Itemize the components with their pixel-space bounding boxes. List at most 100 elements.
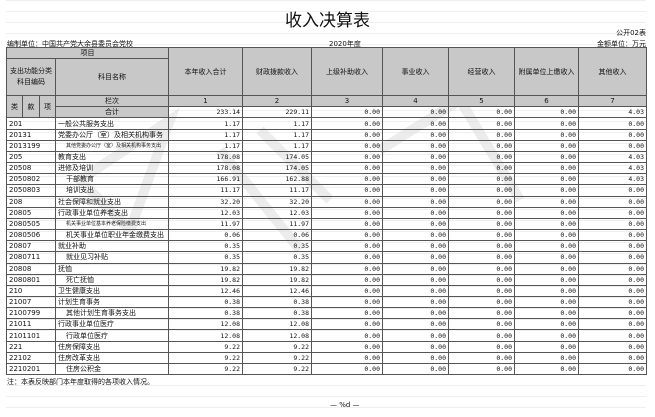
row-value-1: 32.20 [168, 195, 243, 208]
row-value-4: 0.00 [382, 273, 449, 286]
row-code: 22102 [6, 351, 56, 364]
row-value-2: 12.08 [242, 318, 312, 331]
row-value-6: 0.00 [514, 195, 579, 208]
column-number-2: 2 [242, 95, 312, 108]
total-value-3: 0.00 [311, 106, 383, 119]
row-value-5: 0.00 [448, 184, 515, 197]
row-name: 住房改革支出 [55, 351, 169, 364]
table-row: 205 教育支出 178.08 174.05 0.00 0.00 0.00 0.00 4.03 [6, 150, 647, 164]
row-value-1: 12.46 [168, 284, 243, 297]
row-name: 就业见习补贴 [55, 251, 169, 264]
column-number-1: 1 [168, 95, 243, 108]
table-row: 20131 党委办公厅（室）及相关机构事务 1.17 1.17 0.00 0.00 0.00… [6, 128, 647, 141]
row-value-2: 0.35 [242, 251, 312, 264]
header-col-4: 事业收入 [382, 46, 449, 97]
row-code: 21007 [6, 295, 56, 309]
row-value-6: 0.00 [514, 284, 579, 297]
row-code: 2080711 [6, 251, 56, 264]
row-value-7: 0.00 [578, 229, 647, 242]
row-value-6: 0.00 [514, 150, 579, 164]
row-value-6: 0.00 [514, 362, 579, 376]
column-number-5: 5 [448, 95, 515, 108]
row-name: 卫生健康支出 [55, 284, 169, 297]
header-kuan: 款 [22, 95, 40, 119]
row-value-2: 0.38 [242, 295, 312, 309]
row-value-7: 0.00 [578, 195, 647, 208]
row-value-4: 0.00 [382, 284, 449, 297]
row-value-5: 0.00 [448, 340, 515, 353]
table-row: 22102 住房改革支出 9.22 9.22 0.00 0.00 0.00 0.00 0.00 [6, 351, 647, 364]
row-value-4: 0.00 [382, 117, 449, 130]
row-name: 其他党委办公厅（室）及相关机构事务支出 [55, 139, 169, 152]
header-code-group: 支出功能分类科目编码 [6, 58, 56, 97]
header-lei: 类 [6, 95, 23, 119]
row-value-2: 9.22 [242, 351, 312, 364]
row-value-5: 0.00 [448, 217, 515, 231]
table-row: 2080506 机关事业单位职业年金缴费支出 0.06 0.06 0.00 0.00 0.0… [6, 229, 647, 242]
row-value-5: 0.00 [448, 329, 515, 342]
row-value-4: 0.00 [382, 362, 449, 376]
row-value-1: 11.17 [168, 184, 243, 197]
row-code: 201 [6, 117, 56, 130]
column-number-4: 4 [382, 95, 449, 108]
header-lanci: 栏次 [55, 95, 169, 108]
row-value-2: 1.17 [242, 128, 312, 141]
header-col-7: 其他收入 [578, 46, 647, 97]
row-code: 221 [6, 340, 56, 353]
row-name: 住房保障支出 [55, 340, 169, 353]
row-value-3: 0.00 [311, 206, 383, 219]
row-value-3: 0.00 [311, 117, 383, 130]
row-value-1: 1.17 [168, 139, 243, 152]
row-value-6: 0.00 [514, 318, 579, 331]
row-value-4: 0.00 [382, 318, 449, 331]
row-value-5: 0.00 [448, 173, 515, 186]
table-row: 20807 就业补助 0.35 0.35 0.00 0.00 0.00 0.00 0.00 [6, 240, 647, 253]
row-code: 21011 [6, 318, 56, 331]
table-row: 2013199 其他党委办公厅（室）及相关机构事务支出 1.17 1.17 0.00 0.… [6, 139, 647, 152]
row-value-1: 178.08 [168, 150, 243, 164]
row-value-2: 32.20 [242, 195, 312, 208]
form-code: 公开02表 [616, 29, 646, 37]
row-value-5: 0.00 [448, 295, 515, 309]
row-value-2: 174.05 [242, 162, 312, 175]
row-value-3: 0.00 [311, 162, 383, 175]
row-value-2: 11.97 [242, 217, 312, 231]
row-value-6: 0.00 [514, 206, 579, 219]
row-value-1: 0.35 [168, 240, 243, 253]
table-note: 注：本表反映部门本年度取得的各项收入情况。 [7, 378, 154, 386]
row-value-1: 9.22 [168, 340, 243, 353]
row-name: 住房公积金 [55, 362, 169, 376]
row-value-5: 0.00 [448, 150, 515, 164]
row-value-1: 19.82 [168, 273, 243, 286]
row-value-4: 0.00 [382, 351, 449, 364]
row-value-5: 0.00 [448, 307, 515, 320]
row-value-4: 0.00 [382, 150, 449, 164]
row-code: 2050803 [6, 184, 56, 197]
row-value-7: 0.00 [578, 184, 647, 197]
row-value-5: 0.00 [448, 351, 515, 364]
row-value-4: 0.00 [382, 195, 449, 208]
table-row: 2050802 干部教育 166.91 162.88 0.00 0.00 0.00 0.00 4… [6, 173, 647, 186]
table-row: 210 卫生健康支出 12.46 12.46 0.00 0.00 0.00 0.00 0.00 [6, 284, 647, 297]
row-value-7: 0.00 [578, 329, 647, 342]
row-value-6: 0.00 [514, 340, 579, 353]
row-value-6: 0.00 [514, 307, 579, 320]
row-code: 2101101 [6, 329, 56, 342]
row-value-2: 174.05 [242, 150, 312, 164]
row-value-3: 0.00 [311, 195, 383, 208]
table-row: 2080505 机关事业单位基本养老保险缴费支出 11.97 11.97 0.00 0.0… [6, 217, 647, 231]
row-value-4: 0.00 [382, 184, 449, 197]
header-item: 项目 [6, 46, 169, 60]
table-row: 208 社会保障和就业支出 32.20 32.20 0.00 0.00 0.00 0.00 0.… [6, 195, 647, 208]
row-value-7: 0.00 [578, 240, 647, 253]
row-code: 2013199 [6, 139, 56, 152]
row-value-3: 0.00 [311, 318, 383, 331]
row-value-2: 12.08 [242, 329, 312, 342]
row-value-7: 0.00 [578, 139, 647, 152]
row-value-1: 12.03 [168, 206, 243, 219]
row-name: 机关事业单位基本养老保险缴费支出 [55, 217, 169, 231]
row-code: 210 [6, 284, 56, 297]
table-row: 2080801 死亡抚恤 19.82 19.82 0.00 0.00 0.00 0.00 0.0… [6, 273, 647, 286]
column-number-3: 3 [311, 95, 383, 108]
row-value-7: 0.00 [578, 284, 647, 297]
